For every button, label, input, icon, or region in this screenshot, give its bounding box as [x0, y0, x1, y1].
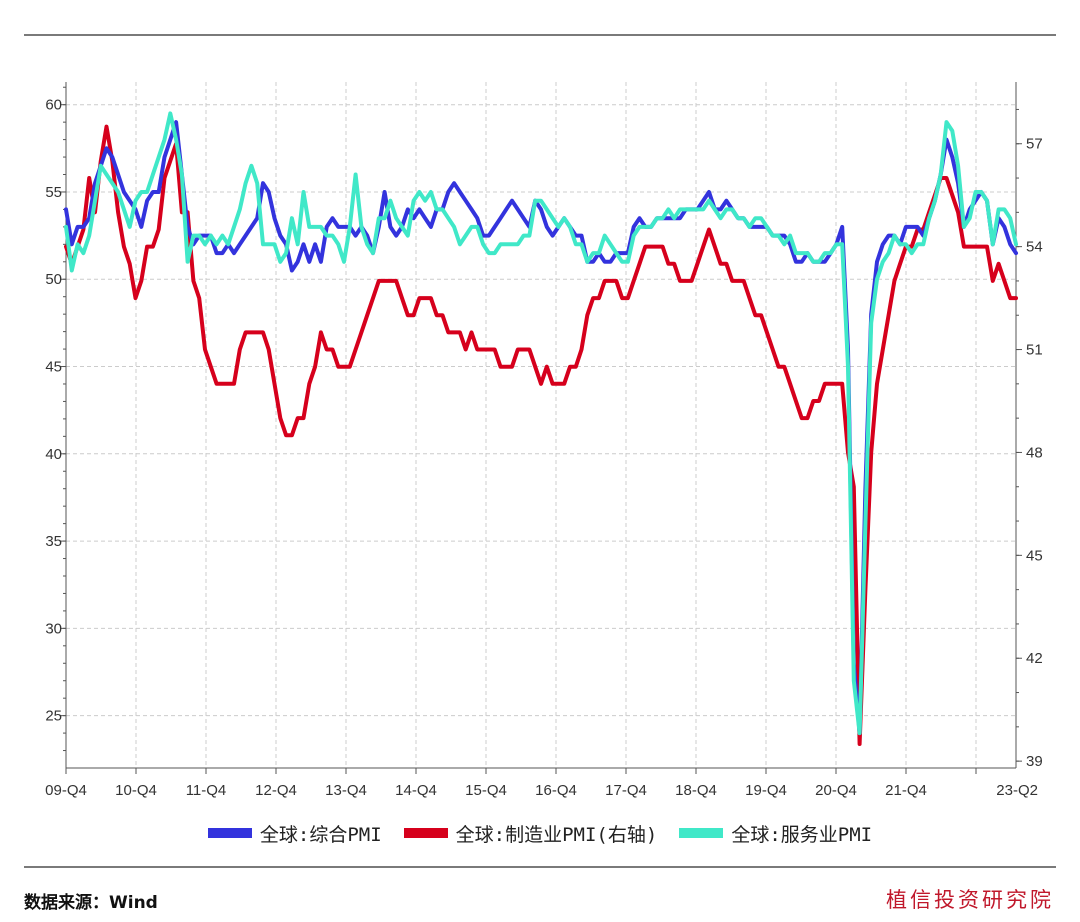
- y-right-tick-label: 51: [1026, 342, 1043, 359]
- legend-item-composite: 全球:综合PMI: [207, 820, 382, 847]
- y-left-tick-label: 40: [45, 446, 62, 463]
- legend-item-manufacturing: 全球:制造业PMI(右轴): [403, 820, 658, 847]
- y-right-tick-label: 45: [1026, 547, 1043, 564]
- y-right-tick-label: 42: [1026, 650, 1043, 667]
- x-tick-label: 10-Q4: [115, 782, 157, 799]
- y-right-tick-label: 39: [1026, 753, 1043, 770]
- x-tick-label: 23-Q2: [996, 782, 1038, 799]
- y-left-tick-label: 30: [45, 620, 62, 637]
- series-line-manufacturing: [64, 124, 1018, 746]
- x-tick-label: 11-Q4: [186, 782, 227, 799]
- legend-label-services: 全球:服务业PMI: [731, 823, 873, 846]
- brand-label: 植信投资研究院: [886, 888, 1054, 912]
- x-tick-label: 17-Q4: [605, 782, 647, 799]
- y-left-tick-label: 55: [45, 184, 62, 201]
- y-left-tick-label: 50: [45, 271, 62, 288]
- bottom-rule: [24, 866, 1056, 868]
- y-right-tick-label: 54: [1026, 239, 1043, 256]
- legend-item-services: 全球:服务业PMI: [679, 820, 872, 847]
- series-lines: [64, 111, 1018, 746]
- legend-label-manufacturing: 全球:制造业PMI(右轴): [455, 823, 658, 846]
- x-tick-label: 14-Q4: [395, 782, 437, 799]
- legend-swatch-manufacturing: [403, 828, 448, 838]
- y-left-tick-label: 35: [45, 533, 62, 550]
- chart-legend: 全球:综合PMI 全球:制造业PMI(右轴) 全球:服务业PMI: [0, 820, 1080, 846]
- axes: 25 30 35 40 45 50 55 60 39 42 45 48 51 54 57 09-Q4 10-Q4…: [45, 82, 1043, 799]
- y-left-tick-label: 45: [45, 359, 62, 376]
- x-tick-label: 15-Q4: [465, 782, 507, 799]
- x-tick-label: 19-Q4: [745, 782, 787, 799]
- y-right-tick-label: 57: [1026, 136, 1043, 153]
- data-source-note: 数据来源：Wind: [24, 893, 158, 913]
- series-line-services: [64, 111, 1018, 736]
- y-left-tick-label: 60: [45, 97, 62, 114]
- x-tick-label: 16-Q4: [535, 782, 577, 799]
- pmi-line-chart: 25 30 35 40 45 50 55 60 39 42 45 48 51 54 57 09-Q4 10-Q4…: [45, 82, 1043, 799]
- y-right-tick-label: 48: [1026, 444, 1043, 461]
- x-tick-label: 18-Q4: [675, 782, 717, 799]
- x-tick-label: 21-Q4: [885, 782, 927, 799]
- x-tick-label: 13-Q4: [325, 782, 367, 799]
- top-rule: [24, 34, 1056, 36]
- x-tick-label: 09-Q4: [45, 782, 87, 799]
- legend-swatch-services: [679, 828, 724, 838]
- legend-swatch-composite: [207, 828, 252, 838]
- legend-label-composite: 全球:综合PMI: [259, 823, 382, 846]
- x-tick-label: 12-Q4: [255, 782, 297, 799]
- x-tick-label: 20-Q4: [815, 782, 857, 799]
- y-left-tick-label: 25: [45, 708, 62, 725]
